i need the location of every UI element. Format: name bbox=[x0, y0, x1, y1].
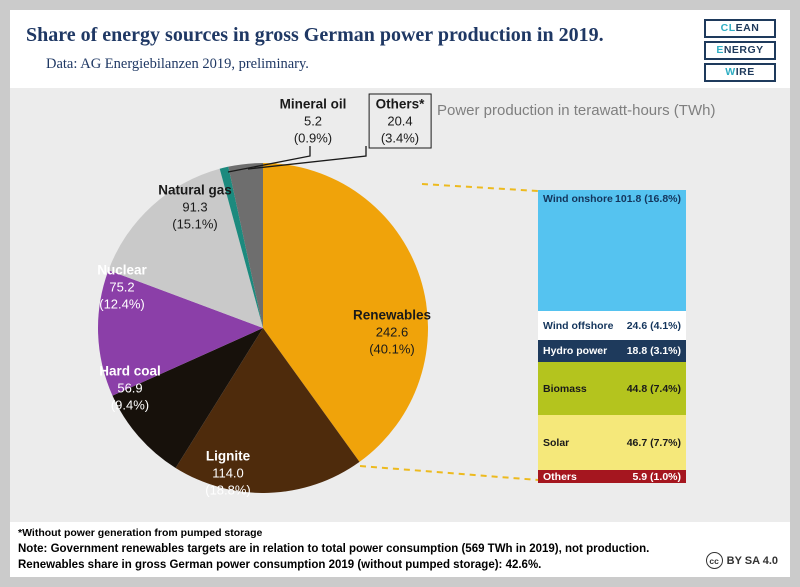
logo-rest-letters: IRE bbox=[735, 66, 755, 78]
slice-value: 75.2 bbox=[109, 279, 135, 295]
license-text: BY SA 4.0 bbox=[726, 554, 778, 567]
bar-segment-solar: Solar 46.7 (7.7%) bbox=[538, 415, 686, 470]
pumped-storage-footnote: *Without power generation from pumped st… bbox=[18, 527, 263, 539]
pie-slice-hard-coal bbox=[112, 328, 264, 468]
clew-logo: CLEAN ENERGY WIRE bbox=[704, 19, 776, 85]
segment-name: Others bbox=[543, 470, 577, 483]
slice-pct: (12.4%) bbox=[99, 296, 145, 312]
renewables-connector-top bbox=[421, 183, 539, 192]
slice-value: 56.9 bbox=[117, 380, 143, 396]
segment-name: Solar bbox=[543, 436, 570, 449]
slice-name: Hard coal bbox=[99, 363, 161, 379]
bar-segment-others: Others 5.9 (1.0%) bbox=[538, 470, 686, 483]
segment-value: 46.7 (7.7%) bbox=[626, 436, 681, 449]
chart-units-label: Power production in terawatt-hours (TWh) bbox=[437, 102, 716, 119]
cc-icon: cc bbox=[705, 552, 723, 569]
page-subtitle: Data: AG Energiebilanzen 2019, prelimina… bbox=[46, 56, 309, 72]
slice-name: Natural gas bbox=[158, 182, 232, 198]
segment-value: 101.8 (16.8%) bbox=[615, 193, 681, 205]
slice-value: 5.2 bbox=[303, 113, 323, 129]
header: Share of energy sources in gross German … bbox=[10, 10, 790, 88]
pie-label-natural-gas: Natural gas 91.3 (15.1%) bbox=[158, 182, 232, 233]
pie-slice-others bbox=[228, 163, 263, 328]
pie-chart bbox=[98, 163, 428, 493]
segment-name: Wind onshore bbox=[543, 193, 613, 205]
logo-accent-letters: CL bbox=[720, 22, 736, 34]
license-badge: cc BY SA 4.0 bbox=[705, 552, 778, 569]
bar-segment-wind-onshore: Wind onshore 101.8 (16.8%) bbox=[538, 190, 686, 311]
renewables-stacked-bar: Wind onshore 101.8 (16.8%) Wind offshore… bbox=[538, 190, 686, 483]
segment-value: 5.9 (1.0%) bbox=[632, 470, 681, 483]
slice-pct: (40.1%) bbox=[369, 341, 415, 357]
bar-segment-wind-offshore: Wind offshore 24.6 (4.1%) bbox=[538, 311, 686, 340]
slice-name: Renewables bbox=[352, 307, 432, 323]
pie-label-others: Others* 20.4 (3.4%) bbox=[368, 93, 432, 149]
slice-name: Others* bbox=[375, 96, 425, 112]
bar-segment-biomass: Biomass 44.8 (7.4%) bbox=[538, 362, 686, 415]
chart-area: Power production in terawatt-hours (TWh)… bbox=[10, 88, 790, 522]
page-title: Share of energy sources in gross German … bbox=[26, 24, 604, 46]
segment-value: 18.8 (3.1%) bbox=[626, 345, 681, 357]
slice-value: 114.0 bbox=[212, 465, 244, 481]
pie-slice-lignite bbox=[175, 328, 360, 493]
slice-name: Nuclear bbox=[97, 262, 147, 278]
pie-slice-mineral-oil bbox=[219, 166, 263, 328]
slice-value: 242.6 bbox=[375, 324, 409, 340]
note-line-1: Note: Government renewables targets are … bbox=[18, 543, 650, 555]
segment-value: 44.8 (7.4%) bbox=[626, 382, 681, 395]
logo-accent-letters: E bbox=[716, 44, 724, 56]
logo-accent-letters: W bbox=[725, 66, 736, 78]
slice-value: 20.4 bbox=[387, 113, 413, 129]
note-line-2: Renewables share in gross German power c… bbox=[18, 559, 542, 571]
segment-name: Hydro power bbox=[543, 345, 608, 357]
slice-name: Lignite bbox=[205, 448, 251, 464]
segment-name: Wind offshore bbox=[543, 319, 614, 332]
pie-label-renewables: Renewables 242.6 (40.1%) bbox=[353, 307, 431, 358]
slice-name: Mineral oil bbox=[279, 96, 347, 112]
slice-pct: (3.4%) bbox=[380, 130, 420, 146]
logo-word-clean: CLEAN bbox=[704, 19, 776, 38]
pie-slice-natural-gas bbox=[108, 168, 264, 328]
slice-pct: (0.9%) bbox=[293, 130, 333, 146]
pie-slice-nuclear bbox=[98, 270, 263, 396]
slice-pct: (18.8%) bbox=[205, 482, 251, 498]
logo-word-energy: ENERGY bbox=[704, 41, 776, 60]
pie-slice-renewables bbox=[263, 163, 428, 462]
segment-value: 24.6 (4.1%) bbox=[626, 319, 681, 332]
bar-segment-hydro-power: Hydro power 18.8 (3.1%) bbox=[538, 340, 686, 362]
logo-rest-letters: EAN bbox=[735, 22, 760, 34]
pie-label-nuclear: Nuclear 75.2 (12.4%) bbox=[97, 262, 147, 313]
slice-pct: (9.4%) bbox=[110, 397, 150, 413]
slice-value: 91.3 bbox=[182, 199, 208, 215]
logo-word-wire: WIRE bbox=[704, 63, 776, 82]
pie-label-mineral-oil: Mineral oil 5.2 (0.9%) bbox=[280, 96, 347, 147]
pie-label-hard-coal: Hard coal 56.9 (9.4%) bbox=[99, 363, 161, 414]
footer: *Without power generation from pumped st… bbox=[10, 522, 790, 577]
logo-rest-letters: NERGY bbox=[723, 44, 764, 56]
segment-name: Biomass bbox=[543, 382, 587, 395]
slice-pct: (15.1%) bbox=[172, 216, 218, 232]
pie-label-lignite: Lignite 114.0 (18.8%) bbox=[205, 448, 251, 499]
